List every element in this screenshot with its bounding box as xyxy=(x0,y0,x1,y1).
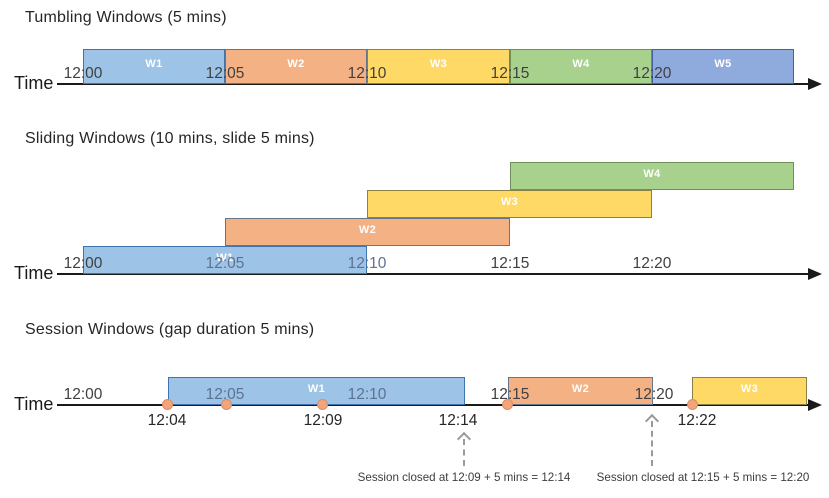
event-dot xyxy=(317,399,328,410)
window-label: W1 xyxy=(145,58,163,70)
window-box-w2: W2 xyxy=(508,377,653,405)
session-annotation: Session closed at 12:15 + 5 mins = 12:20 xyxy=(596,471,810,484)
window-box-w1: W1 xyxy=(83,49,225,84)
axis-arrowhead xyxy=(808,78,822,90)
window-box-w3: W3 xyxy=(692,377,807,405)
event-dot xyxy=(502,399,513,410)
window-box-w1: W1 xyxy=(168,377,465,405)
tick-label: 12:20 xyxy=(632,65,672,82)
window-box-w3: W3 xyxy=(367,49,510,84)
window-label: W5 xyxy=(714,58,732,70)
window-label: W4 xyxy=(643,167,661,180)
tick-label: 12:15 xyxy=(490,255,530,272)
annotation-arrow-line xyxy=(651,421,653,466)
tick-label: 12:00 xyxy=(63,65,103,82)
session-annotation: Session closed at 12:09 + 5 mins = 12:14 xyxy=(357,471,571,484)
tick-label: 12:00 xyxy=(63,255,103,272)
section-title-tumbling: Tumbling Windows (5 mins) xyxy=(25,9,227,26)
window-label: W2 xyxy=(571,382,590,395)
tick-label: 12:15 xyxy=(490,65,530,82)
time-axis-label: Time xyxy=(14,394,54,414)
event-time-label: 12:09 xyxy=(303,412,343,429)
timeline-axis xyxy=(57,404,810,406)
event-dot xyxy=(687,399,698,410)
axis-arrowhead xyxy=(808,399,822,411)
tick-label: 12:20 xyxy=(634,386,674,403)
event-time-label: 12:04 xyxy=(147,412,187,429)
window-box-w2: W2 xyxy=(225,49,367,84)
window-label: W4 xyxy=(572,58,590,70)
tick-label: 12:10 xyxy=(347,255,387,272)
event-dot xyxy=(221,399,232,410)
window-box-w4: W4 xyxy=(510,162,794,190)
section-title-session: Session Windows (gap duration 5 mins) xyxy=(25,321,315,338)
window-label: W3 xyxy=(740,382,759,395)
tick-label: 12:15 xyxy=(490,386,530,403)
window-label: W3 xyxy=(429,58,448,70)
tick-label: 12:05 xyxy=(205,255,245,272)
event-time-label: 12:14 xyxy=(438,412,478,429)
window-box-w5: W5 xyxy=(652,49,794,84)
window-label: W1 xyxy=(307,382,326,395)
tick-label: 12:10 xyxy=(347,386,387,403)
time-axis-label: Time xyxy=(14,73,54,93)
tick-label: 12:20 xyxy=(632,255,672,272)
window-label: W1 xyxy=(216,251,234,264)
annotation-arrow-line xyxy=(463,439,465,466)
timeline-axis xyxy=(57,83,810,85)
window-label: W3 xyxy=(500,195,519,208)
tick-label: 12:10 xyxy=(347,65,387,82)
axis-arrowhead xyxy=(808,268,822,280)
tick-label: 12:05 xyxy=(205,65,245,82)
window-box-w1: W1 xyxy=(83,246,367,274)
window-box-w2: W2 xyxy=(225,218,510,246)
event-dot xyxy=(162,399,173,410)
window-label: W2 xyxy=(287,58,305,70)
section-title-sliding: Sliding Windows (10 mins, slide 5 mins) xyxy=(25,130,315,147)
window-box-w4: W4 xyxy=(510,49,652,84)
timeline-axis xyxy=(57,273,810,275)
tick-label: 12:00 xyxy=(63,386,103,403)
event-time-label: 12:22 xyxy=(677,412,717,429)
tick-label: 12:05 xyxy=(205,386,245,403)
window-box-w3: W3 xyxy=(367,190,652,218)
time-axis-label: Time xyxy=(14,263,54,283)
window-label: W2 xyxy=(358,223,377,236)
